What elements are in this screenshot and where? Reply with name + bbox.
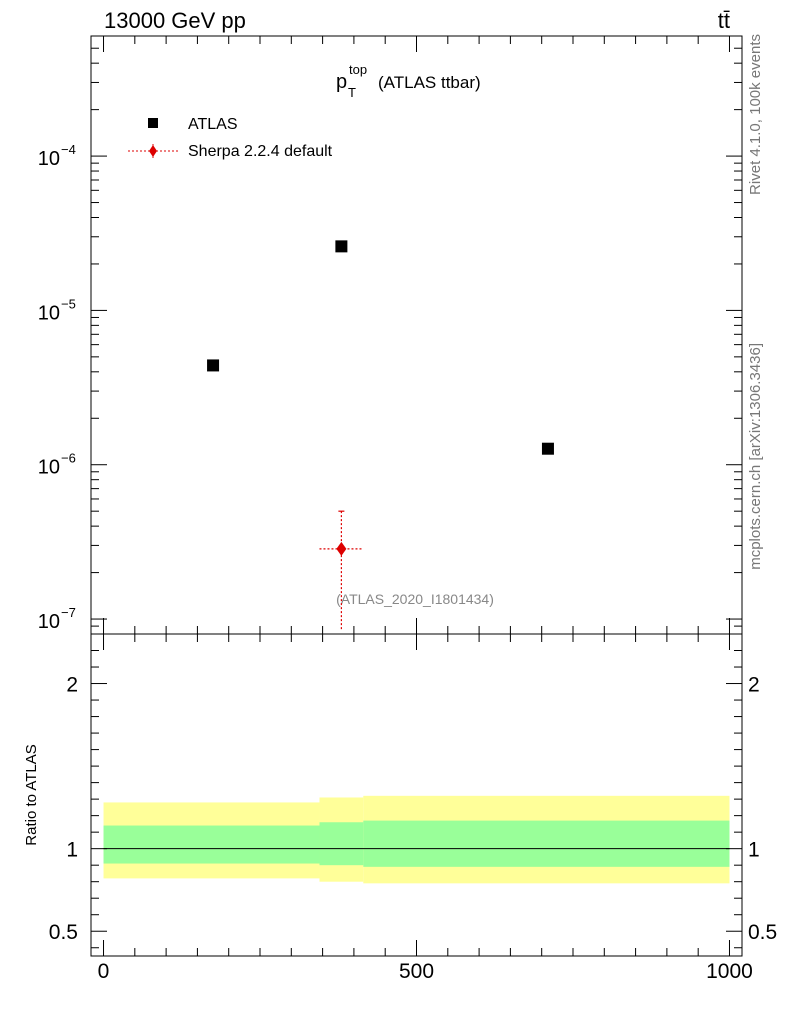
atlas-data-point [541,442,554,455]
ratio-panel: 0.5 0.5 1 1 2 2 0 500 1000 Ratio to ATLAS [23,633,777,983]
plot-title-superscript: top [349,62,367,77]
main-y-tick-label: 10 [38,148,60,170]
ratio-axis-ticks [91,633,742,956]
analysis-watermark: (ATLAS_2020_I1801434) [336,591,494,607]
plot-title-subscript: T [348,85,356,100]
sherpa-data-point [336,541,347,556]
ratio-y-axis-label: Ratio to ATLAS [23,744,40,845]
main-y-tick-exponent: −6 [61,451,76,466]
main-y-tick-exponent: −5 [61,296,76,311]
ratio-y-tick-label-left: 2 [66,674,78,697]
ratio-x-tick-label: 500 [399,960,434,983]
main-y-tick-label: 10 [38,302,60,324]
ratio-y-tick-label-right: 2 [748,674,760,697]
ratio-frame [90,633,743,957]
main-y-tick-exponent: −4 [61,142,76,157]
atlas-data-point [207,359,220,372]
legend-sherpa-marker [149,145,157,157]
ratio-band-inner [319,822,364,866]
energy-label: 13000 GeV pp [104,8,246,33]
mcplots-label: mcplots.cern.ch [arXiv:1306.3436] [747,343,764,570]
plot-title-text: (ATLAS ttbar) [378,73,481,92]
main-y-tick-labels: 10−710−610−510−4 [38,142,76,633]
process-label: tt̄ [718,8,730,33]
atlas-data-point [335,240,348,253]
main-panel: 10−710−610−510−4 p top T (ATLAS ttbar) (… [38,35,743,635]
main-data-points [207,240,554,631]
main-y-tick-label: 10 [38,457,60,479]
ratio-y-tick-label-right: 0.5 [748,921,777,944]
plot-title: p [336,71,347,93]
ratio-band-inner [103,825,320,864]
main-axis-ticks [91,36,742,635]
main-y-tick-exponent: −7 [61,605,76,620]
ratio-band-inner [363,820,730,867]
ratio-x-tick-label: 1000 [706,960,753,983]
rivet-label: Rivet 4.1.0, 100k events [747,34,764,195]
legend-atlas-label: ATLAS [188,116,238,133]
main-y-tick-label: 10 [38,611,60,633]
ratio-y-tick-label-left: 0.5 [49,921,78,944]
legend: ATLAS Sherpa 2.2.4 default [128,116,333,160]
ratio-tick-labels: 0.5 0.5 1 1 2 2 0 500 1000 [49,674,777,983]
ratio-y-tick-label-right: 1 [748,839,760,862]
ratio-y-tick-label-left: 1 [66,839,78,862]
ratio-x-tick-label: 0 [98,960,110,983]
ratio-bands [103,795,730,884]
legend-atlas-marker [148,118,158,128]
legend-sherpa-label: Sherpa 2.2.4 default [188,143,333,160]
